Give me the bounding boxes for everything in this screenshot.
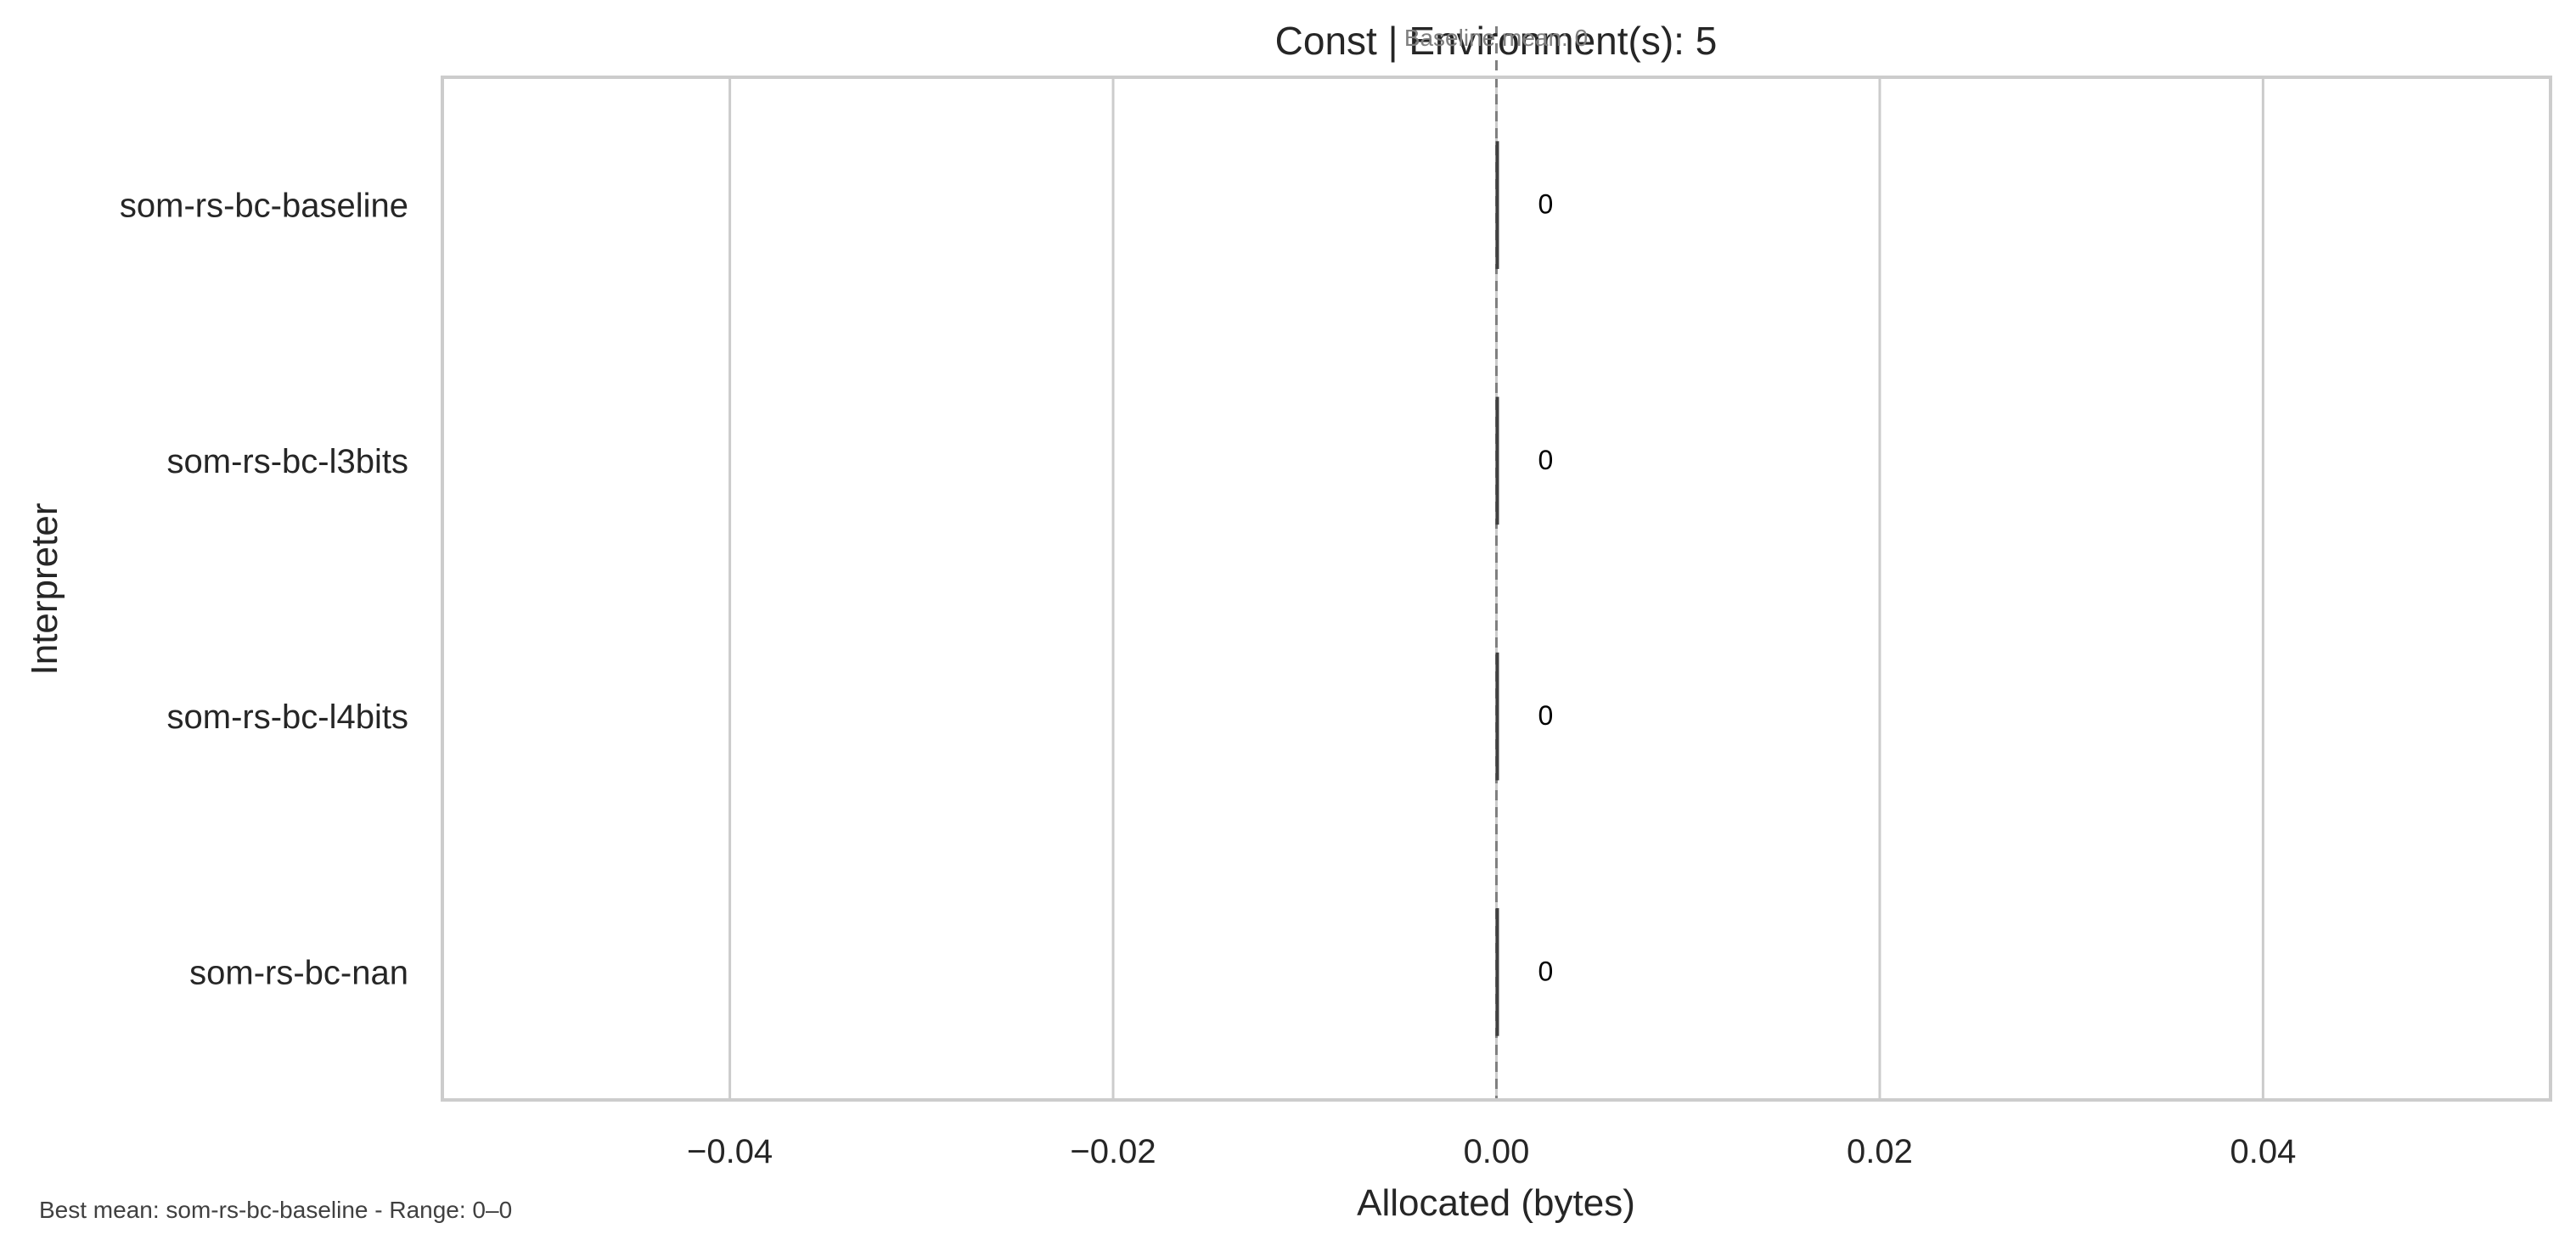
bar-value-label: 0 <box>1538 700 1554 731</box>
y-tick-labels: som-rs-bc-baseline som-rs-bc-l3bits som-rs… <box>120 188 408 992</box>
x-tick-label: −0.02 <box>1070 1133 1156 1170</box>
y-tick-label: som-rs-bc-baseline <box>120 188 408 225</box>
footer-note: Best mean: som-rs-bc-baseline - Range: 0… <box>39 1197 512 1223</box>
chart-title: Const | Environment(s): 5 <box>1275 19 1718 63</box>
bar <box>1495 908 1499 1036</box>
y-axis-label: Interpreter <box>24 503 65 676</box>
bar-value-label: 0 <box>1538 445 1554 475</box>
bar-value-label: 0 <box>1538 956 1554 986</box>
x-axis-label: Allocated (bytes) <box>1357 1182 1635 1224</box>
bar <box>1495 396 1499 525</box>
y-tick-label: som-rs-bc-l4bits <box>167 698 408 736</box>
x-tick-label: 0.00 <box>1464 1133 1530 1170</box>
bars <box>1495 141 1499 1036</box>
x-tick-labels: −0.04 −0.02 0.00 0.02 0.04 <box>687 1133 2296 1170</box>
plot-frame <box>441 76 2552 1102</box>
y-tick-label: som-rs-bc-l3bits <box>167 443 408 480</box>
bar <box>1495 652 1499 781</box>
x-tick-label: 0.04 <box>2230 1133 2296 1170</box>
bar-value-label: 0 <box>1538 189 1554 220</box>
data-labels: 0 0 0 0 <box>1538 189 1554 987</box>
baseline-note: Baseline mean: 0 <box>1404 25 1588 51</box>
x-tick-label: −0.04 <box>687 1133 773 1170</box>
y-tick-label: som-rs-bc-nan <box>189 954 408 991</box>
bar <box>1495 141 1499 269</box>
x-tick-label: 0.02 <box>1847 1133 1913 1170</box>
